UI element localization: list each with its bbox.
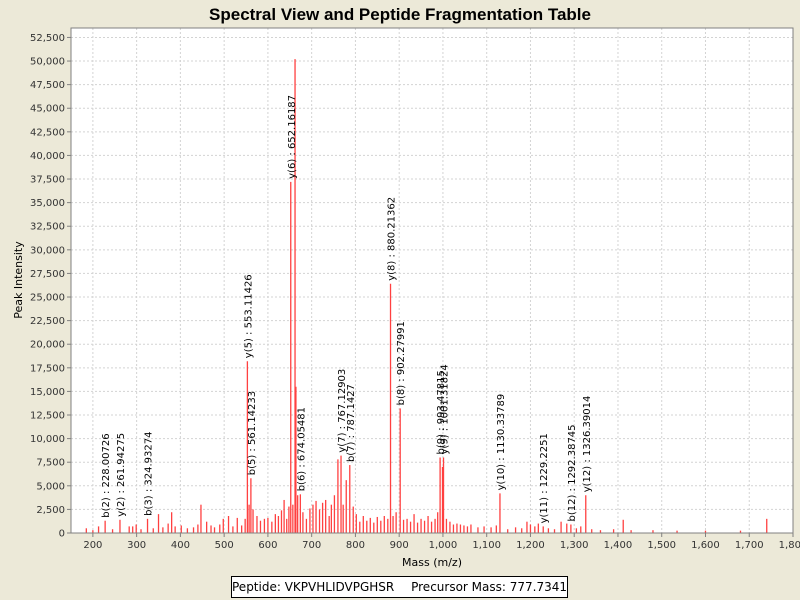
x-tick-label: 1,800 xyxy=(779,540,800,551)
peak-annotation-label: y(5) : 553.11426 xyxy=(243,274,254,358)
axes: 200 300 400 500 600 700 800 900 1,000 1,100 1,200 1… xyxy=(30,33,800,551)
x-tick-label: 1,300 xyxy=(560,540,589,551)
y-tick-label: 37,500 xyxy=(30,175,65,186)
x-tick-label: 500 xyxy=(215,540,234,551)
x-tick-label: 400 xyxy=(171,540,190,551)
x-tick-label: 1,000 xyxy=(429,540,458,551)
x-tick-label: 1,200 xyxy=(516,540,545,551)
y-tick-label: 12,500 xyxy=(30,411,65,422)
peak-annotation-label: y(7) : 767.12903 xyxy=(337,369,348,453)
y-tick-label: 15,000 xyxy=(30,387,65,398)
y-tick-label: 17,500 xyxy=(30,363,65,374)
x-tick-label: 1,600 xyxy=(691,540,720,551)
x-tick-label: 1,100 xyxy=(472,540,501,551)
x-tick-label: 800 xyxy=(346,540,365,551)
peptide-label: Peptide: VKPVHLIDVPGHSR xyxy=(232,580,395,594)
x-tick-label: 700 xyxy=(302,540,321,551)
y-tick-label: 50,000 xyxy=(30,57,65,68)
peak-annotation-label: y(6) : 652.16187 xyxy=(287,95,298,179)
peak-annotation-label: b(6) : 674.05481 xyxy=(296,407,307,491)
peak-annotation-label: b(5) : 561.14233 xyxy=(247,391,258,475)
y-tick-label: 47,500 xyxy=(30,80,65,91)
y-tick-label: 0 xyxy=(59,529,65,540)
x-axis-title: Mass (m/z) xyxy=(402,556,462,569)
y-tick-label: 27,500 xyxy=(30,269,65,280)
y-tick-label: 10,000 xyxy=(30,434,65,445)
y-tick-label: 2,500 xyxy=(36,505,65,516)
peak-annotation-label: b(9) : 993.47815 xyxy=(436,370,447,454)
peak-annotation-label: b(8) : 902.27991 xyxy=(396,321,407,405)
peak-annotations: b(2) : 228.00726 y(2) : 261.94275 b(3) : 3… xyxy=(101,95,593,523)
y-tick-label: 45,000 xyxy=(30,104,65,115)
peak-annotation-label: y(9) : 1001.31824 xyxy=(440,364,451,454)
plot-border xyxy=(70,27,794,534)
x-tick-label: 1,400 xyxy=(604,540,633,551)
peak-annotation-label: y(8) : 880.21362 xyxy=(387,197,398,281)
x-tick-label: 200 xyxy=(83,540,102,551)
peak-series xyxy=(85,59,768,533)
y-tick-label: 52,500 xyxy=(30,33,65,44)
peak-annotation-label: y(12) : 1326.39014 xyxy=(582,396,593,493)
plot-area xyxy=(71,28,793,533)
peak-annotation-label: b(12) : 1292.38745 xyxy=(567,424,578,521)
peak-annotation-label: y(11) : 1229.2251 xyxy=(539,433,550,523)
y-tick-label: 40,000 xyxy=(30,151,65,162)
y-tick-label: 32,500 xyxy=(30,222,65,233)
precursor-mass-label: Precursor Mass: 777.7341 xyxy=(411,580,567,594)
x-tick-label: 900 xyxy=(390,540,409,551)
peak-annotation-label: b(2) : 228.00726 xyxy=(101,433,112,517)
y-tick-label: 22,500 xyxy=(30,316,65,327)
x-tick-label: 1,700 xyxy=(735,540,764,551)
y-axis-title: Peak Intensity xyxy=(12,241,25,319)
y-tick-label: 5,000 xyxy=(36,481,65,492)
peptide-legend: Peptide: VKPVHLIDVPGHSR Precursor Mass: … xyxy=(231,576,568,598)
y-tick-label: 20,000 xyxy=(30,340,65,351)
y-tick-label: 42,500 xyxy=(30,127,65,138)
y-tick-label: 30,000 xyxy=(30,245,65,256)
y-tick-label: 35,000 xyxy=(30,198,65,209)
y-tick-label: 25,000 xyxy=(30,293,65,304)
x-tick-label: 600 xyxy=(258,540,277,551)
x-tick-label: 300 xyxy=(127,540,146,551)
peak-annotation-label: y(10) : 1130.33789 xyxy=(496,394,507,491)
peak-annotation-label: y(2) : 261.94275 xyxy=(116,433,127,517)
peak-annotation-label: b(3) : 324.93274 xyxy=(144,432,155,516)
chart-title: Spectral View and Peptide Fragmentation … xyxy=(209,5,591,24)
x-tick-label: 1,500 xyxy=(647,540,676,551)
peak-annotation-label: b(7) : 787.1427 xyxy=(346,384,357,462)
y-tick-label: 7,500 xyxy=(36,458,65,469)
